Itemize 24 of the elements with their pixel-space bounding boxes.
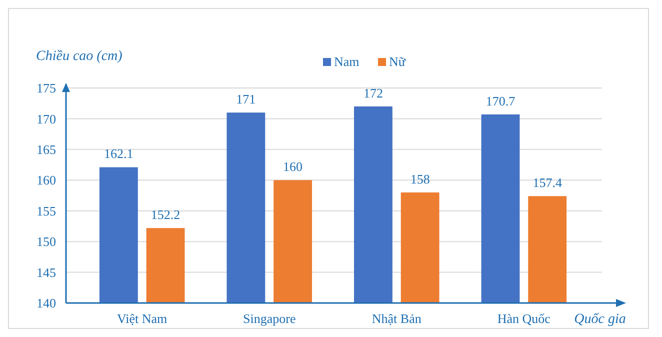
data-label: 170.7: [486, 93, 516, 108]
data-label: 162.1: [104, 146, 134, 162]
x-tick-label: Hàn Quốc: [497, 311, 551, 326]
legend-label: Nữ: [389, 54, 406, 69]
y-tick-label: 145: [36, 264, 56, 280]
y-axis-title: Chiều cao (cm): [36, 49, 123, 64]
data-label: 158: [410, 171, 430, 186]
data-label: 172: [363, 85, 383, 100]
x-axis-title: Quốc gia: [574, 312, 626, 327]
data-label: 157.4: [532, 175, 562, 190]
y-tick-label: 150: [36, 234, 56, 250]
y-tick-label: 140: [36, 296, 56, 311]
x-tick-label: Singapore: [243, 311, 296, 326]
x-tick-label: Việt Nam: [117, 311, 168, 326]
data-label: 171: [236, 92, 256, 107]
y-tick-label: 175: [36, 80, 56, 96]
y-tick-label: 160: [36, 172, 56, 188]
y-tick-label: 155: [36, 203, 56, 218]
x-tick-label: Nhật Bản: [372, 311, 422, 326]
y-tick-label: 170: [36, 111, 56, 126]
y-tick-label: 165: [36, 142, 56, 157]
data-label: 160: [283, 159, 303, 174]
legend-label: Nam: [334, 54, 360, 69]
data-label: 152.2: [150, 207, 180, 222]
